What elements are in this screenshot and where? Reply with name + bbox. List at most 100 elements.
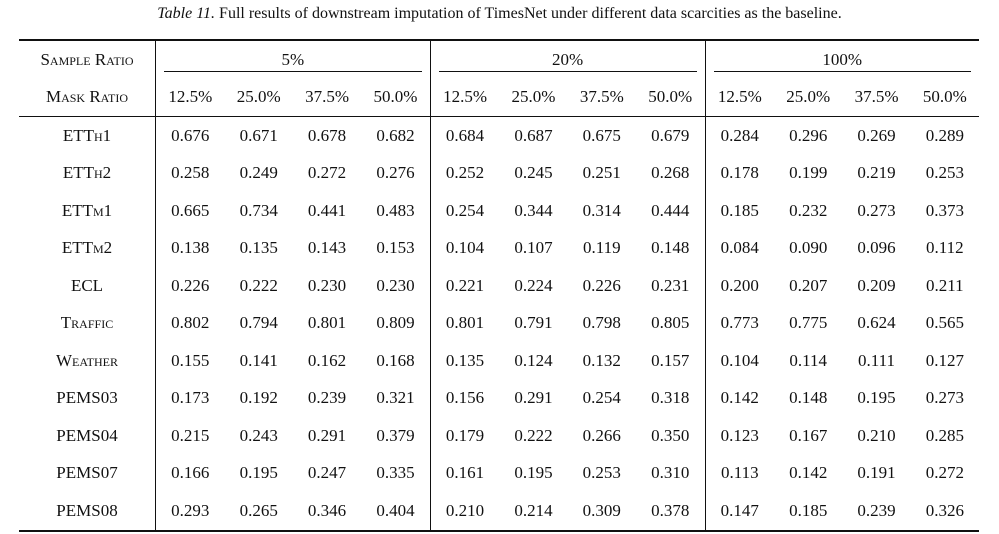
value-cell: 0.665 [154, 192, 225, 230]
value-cell: 0.156 [429, 379, 500, 417]
value-cell: 0.291 [307, 425, 347, 445]
dataset-label: Traffic [60, 313, 114, 333]
value-cell: 0.314 [582, 200, 621, 220]
table-row: PEMS08 0.293 0.265 0.346 0.404 0.210 0.214 0.30… [19, 492, 979, 532]
value-cell: 0.321 [376, 388, 415, 408]
value-cell: 0.215 [154, 417, 225, 455]
value-cell: 0.265 [224, 492, 293, 532]
table-row: Traffic 0.802 0.794 0.801 0.809 0.801 0.791 0.7… [19, 304, 979, 342]
value-cell: 0.185 [704, 192, 775, 230]
value-cell: 0.676 [154, 116, 225, 155]
value-cell: 0.178 [704, 154, 775, 192]
value-cell: 0.211 [926, 275, 964, 295]
dataset-label: PEMS04 [56, 425, 118, 445]
value-cell: 0.195 [239, 463, 278, 483]
value-cell: 0.309 [567, 492, 636, 532]
value-cell: 0.251 [582, 163, 621, 183]
value-cell: 0.132 [582, 350, 621, 370]
value-cell: 0.230 [307, 275, 347, 295]
value-cell: 0.239 [307, 388, 347, 408]
value-cell: 0.222 [239, 275, 278, 295]
sample-ratio-label: Sample Ratio [19, 39, 156, 78]
value-cell: 0.254 [582, 388, 621, 408]
value-cell: 0.249 [239, 163, 278, 183]
value-cell: 0.147 [704, 492, 775, 532]
value-cell: 0.285 [925, 425, 964, 445]
value-cell: 0.226 [582, 275, 621, 295]
value-cell: 0.155 [154, 342, 225, 380]
value-cell: 0.809 [376, 313, 415, 333]
table-row: ETTm1 0.665 0.734 0.441 0.483 0.254 0.344 0.314… [19, 192, 979, 230]
value-cell: 0.310 [651, 463, 690, 483]
value-cell: 0.798 [582, 313, 621, 333]
value-cell: 0.209 [857, 275, 896, 295]
group-label: 100% [822, 49, 863, 69]
value-cell: 0.802 [154, 304, 225, 342]
value-cell: 0.166 [154, 454, 225, 492]
dataset-label: Weather [55, 350, 119, 370]
dataset-label: PEMS07 [56, 463, 118, 483]
value-cell: 0.675 [582, 125, 621, 145]
value-cell: 0.350 [651, 425, 690, 445]
table-row: ETTm2 0.138 0.135 0.143 0.153 0.104 0.107 0.119… [19, 229, 979, 267]
table-row: ETTh2 0.258 0.249 0.272 0.276 0.252 0.245 0.251… [19, 154, 979, 192]
dataset-label: PEMS08 [19, 492, 156, 532]
value-cell: 0.096 [857, 238, 896, 258]
value-cell: 0.111 [858, 350, 896, 370]
mask-ratio-label: Mask Ratio [19, 78, 156, 117]
value-cell: 0.269 [857, 125, 896, 145]
value-cell: 0.231 [651, 275, 690, 295]
value-cell: 0.200 [704, 267, 775, 305]
group-header-0: 5% [155, 39, 431, 78]
mask-ratio-cell: 37.5% [842, 78, 911, 117]
mask-ratio-cell: 50.0% [635, 78, 705, 117]
value-cell: 0.273 [857, 200, 896, 220]
value-cell: 0.346 [292, 492, 362, 532]
value-cell: 0.112 [926, 238, 964, 258]
value-cell: 0.624 [857, 313, 896, 333]
value-cell: 0.138 [154, 229, 225, 267]
header-row-sample-ratio: Sample Ratio 5% 20% 100% [19, 39, 979, 78]
value-cell: 0.135 [429, 342, 500, 380]
value-cell: 0.226 [154, 267, 225, 305]
value-cell: 0.119 [582, 238, 621, 258]
value-cell: 0.273 [925, 388, 964, 408]
value-cell: 0.157 [651, 350, 690, 370]
dataset-label: ETTh2 [62, 163, 112, 183]
value-cell: 0.224 [514, 275, 553, 295]
value-cell: 0.335 [376, 463, 415, 483]
value-cell: 0.230 [376, 275, 415, 295]
value-cell: 0.148 [651, 238, 690, 258]
value-cell: 0.404 [361, 492, 431, 532]
results-table: Sample Ratio 5% 20% 100% Mask Ratio 12.5… [19, 39, 979, 532]
value-cell: 0.775 [789, 313, 828, 333]
value-cell: 0.127 [925, 350, 964, 370]
value-cell: 0.210 [429, 492, 500, 532]
value-cell: 0.284 [704, 116, 775, 155]
value-cell: 0.791 [514, 313, 553, 333]
value-cell: 0.107 [514, 238, 553, 258]
value-cell: 0.161 [429, 454, 500, 492]
value-cell: 0.207 [789, 275, 828, 295]
table-row: ETTh1 0.676 0.671 0.678 0.682 0.684 0.687 0.675… [19, 116, 979, 155]
value-cell: 0.318 [651, 388, 690, 408]
value-cell: 0.185 [774, 492, 843, 532]
value-cell: 0.090 [789, 238, 828, 258]
mask-ratio-cell: 50.0% [361, 78, 431, 117]
value-cell: 0.291 [514, 388, 553, 408]
mask-ratio-cell: 37.5% [292, 78, 362, 117]
value-cell: 0.565 [925, 313, 964, 333]
value-cell: 0.678 [307, 125, 347, 145]
value-cell: 0.195 [857, 388, 896, 408]
value-cell: 0.253 [582, 463, 621, 483]
mask-ratio-cell: 12.5% [429, 78, 500, 117]
value-cell: 0.794 [239, 313, 278, 333]
value-cell: 0.247 [307, 463, 347, 483]
value-cell: 0.441 [307, 200, 347, 220]
value-cell: 0.114 [789, 350, 828, 370]
value-cell: 0.293 [154, 492, 225, 532]
dataset-label: ETTh1 [62, 125, 112, 145]
value-cell: 0.344 [514, 200, 553, 220]
value-cell: 0.135 [239, 238, 278, 258]
value-cell: 0.243 [239, 425, 278, 445]
